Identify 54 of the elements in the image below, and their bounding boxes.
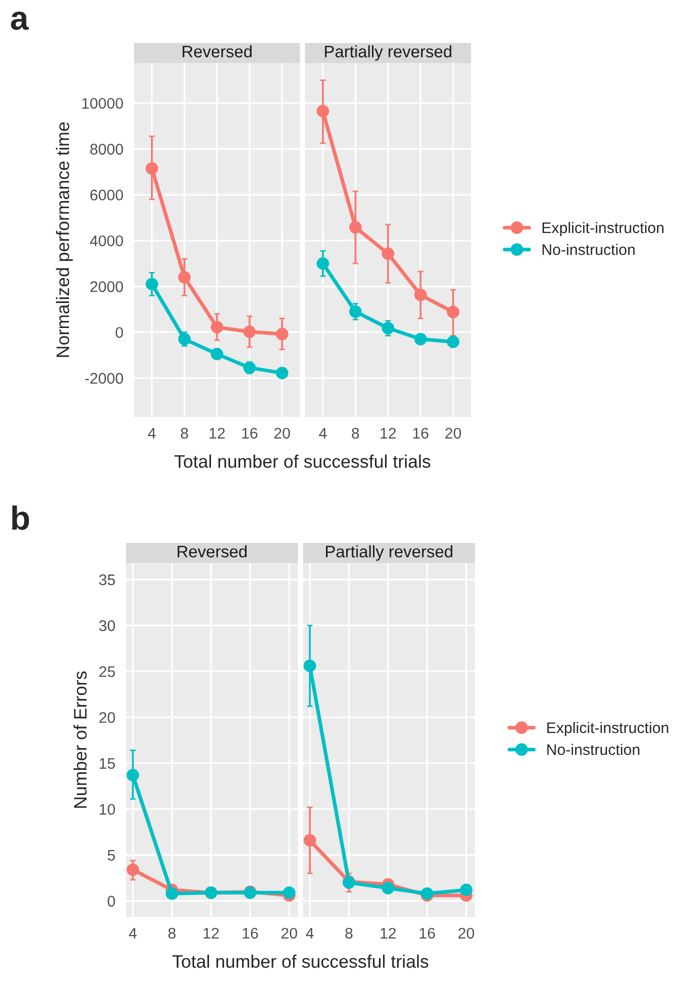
y-tick-label: 6000 bbox=[90, 190, 123, 200]
point bbox=[166, 887, 178, 900]
x-tick-label: 12 bbox=[210, 428, 225, 438]
y-tick-label: 5 bbox=[108, 850, 115, 861]
x-tick-label: 20 bbox=[458, 928, 474, 939]
x-tick-label: 4 bbox=[148, 428, 156, 438]
x-tick-label: 16 bbox=[413, 428, 428, 439]
x-tick-label: 8 bbox=[352, 428, 360, 439]
y-tick-label: 20 bbox=[99, 712, 115, 723]
y-tick-label: 0 bbox=[116, 327, 123, 338]
chart-title: Partially reversed bbox=[324, 45, 452, 61]
y-tick-label: 10 bbox=[100, 804, 115, 815]
x-tick-label: 16 bbox=[242, 428, 258, 439]
legend-label: No-instruction bbox=[542, 244, 635, 256]
y-tick-label: 2000 bbox=[90, 281, 123, 292]
chart-title: Reversed bbox=[178, 545, 247, 558]
legend-label: Explicit-instruction bbox=[547, 722, 668, 736]
y-tick-label: 15 bbox=[100, 758, 115, 769]
x-tick-label: 4 bbox=[128, 928, 137, 938]
y-tick-label: -2000 bbox=[85, 372, 123, 384]
x-tick-label: 16 bbox=[242, 928, 258, 939]
x-tick-label: 8 bbox=[180, 428, 188, 439]
legend-label: No-instruction bbox=[547, 744, 640, 756]
x-tick-label: 4 bbox=[319, 428, 327, 438]
y-tick-label: 35 bbox=[99, 574, 115, 586]
y-tick-label: 0 bbox=[108, 896, 115, 907]
x-tick-label: 12 bbox=[380, 428, 396, 438]
x-tick-label: 4 bbox=[306, 928, 314, 938]
text: b bbox=[12, 505, 29, 530]
y-tick-label: 8000 bbox=[90, 144, 123, 155]
point bbox=[282, 886, 296, 899]
x-tick-label: 8 bbox=[345, 928, 353, 939]
y-axis-title: Normalized performance time bbox=[56, 122, 73, 357]
x-tick-label: 20 bbox=[274, 428, 290, 439]
legend-label: Explicit-instruction bbox=[542, 222, 664, 236]
point bbox=[210, 348, 224, 360]
point bbox=[460, 884, 472, 896]
y-axis-title: Number of Errors bbox=[73, 671, 87, 808]
y-tick-label: 30 bbox=[99, 620, 115, 632]
y-tick-label: 25 bbox=[99, 666, 115, 678]
y-tick-label: 4000 bbox=[90, 235, 123, 246]
x-tick-label: 20 bbox=[445, 428, 461, 439]
x-tick-label: 12 bbox=[380, 928, 396, 938]
x-axis-title: Total number of successful trials bbox=[172, 954, 428, 968]
chart-title: Partially reversed bbox=[326, 545, 452, 561]
x-tick-label: 16 bbox=[420, 928, 435, 939]
text: a bbox=[10, 12, 29, 30]
point bbox=[382, 882, 394, 894]
chart-title: Reversed bbox=[182, 45, 252, 58]
x-tick-label: 20 bbox=[281, 928, 298, 939]
x-tick-label: 12 bbox=[204, 928, 219, 938]
x-tick-label: 8 bbox=[168, 928, 176, 939]
y-tick-label: 10000 bbox=[82, 98, 123, 109]
x-axis-title: Total number of successful trials bbox=[174, 454, 430, 468]
